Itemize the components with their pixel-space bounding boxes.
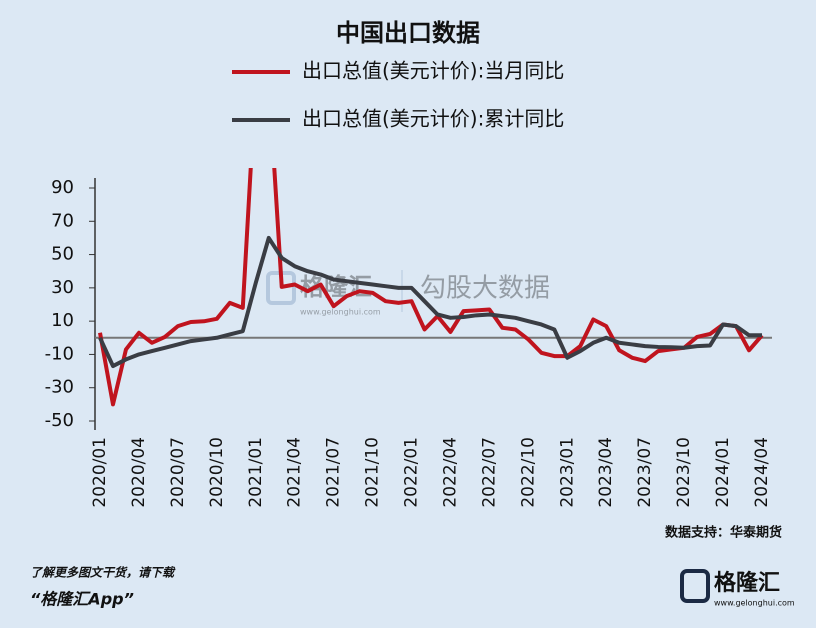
- x-tick-label: 2023/07: [635, 437, 655, 508]
- watermark-text: 格隆汇: [300, 273, 372, 301]
- y-tick-label: 50: [51, 244, 74, 265]
- y-tick-label: -50: [45, 410, 74, 431]
- y-tick-label: -30: [45, 377, 74, 398]
- x-tick-label: 2023/04: [596, 437, 616, 508]
- logo-url: www.gelonghui.com: [714, 599, 795, 608]
- chart-title: 中国出口数据: [336, 19, 480, 47]
- logo-text: 格隆汇: [714, 570, 780, 596]
- x-tick-label: 2020/04: [129, 437, 149, 508]
- x-tick-label: 2024/01: [713, 437, 733, 508]
- y-tick-label: 90: [51, 177, 74, 198]
- x-tick-label: 2020/10: [207, 437, 227, 508]
- series-line: [98, 235, 762, 369]
- plot: [98, 168, 764, 407]
- watermark: 格隆汇 www.gelonghui.com 勾股大数据: [266, 270, 550, 317]
- legend-label: 出口总值(美元计价):当月同比: [302, 59, 564, 83]
- x-tick-label: 2021/07: [324, 437, 344, 508]
- x-tick-label: 2022/04: [440, 437, 460, 508]
- x-tick-label: 2021/10: [363, 437, 383, 508]
- logo-icon: [680, 569, 710, 603]
- x-tick-label: 2023/10: [674, 437, 694, 508]
- x-tick-label: 2020/01: [90, 437, 110, 508]
- footer-text: 了解更多图文干货，请下载: [30, 566, 176, 580]
- x-tick-label: 2022/07: [479, 437, 499, 508]
- x-tick-label: 2023/01: [557, 437, 577, 508]
- y-tick-label: 10: [51, 310, 74, 331]
- source: 数据支持：华泰期货: [665, 525, 782, 541]
- legend-label: 出口总值(美元计价):累计同比: [302, 107, 564, 131]
- series-line: [98, 168, 764, 407]
- y-tick-label: 70: [51, 210, 74, 231]
- x-tick-label: 2022/01: [402, 437, 422, 508]
- footer-text: “格隆汇App”: [30, 590, 134, 609]
- x-tick-label: 2020/07: [168, 437, 188, 508]
- y-tick-label: 30: [51, 277, 74, 298]
- watermark-text: 勾股大数据: [420, 274, 550, 304]
- x-tick-label: 2024/04: [752, 437, 772, 508]
- watermark-url: www.gelonghui.com: [300, 308, 381, 317]
- x-tick-label: 2021/01: [246, 437, 266, 508]
- x-tick-label: 2021/04: [285, 437, 305, 508]
- y-tick-label: -10: [45, 343, 74, 364]
- x-tick-label: 2022/10: [518, 437, 538, 508]
